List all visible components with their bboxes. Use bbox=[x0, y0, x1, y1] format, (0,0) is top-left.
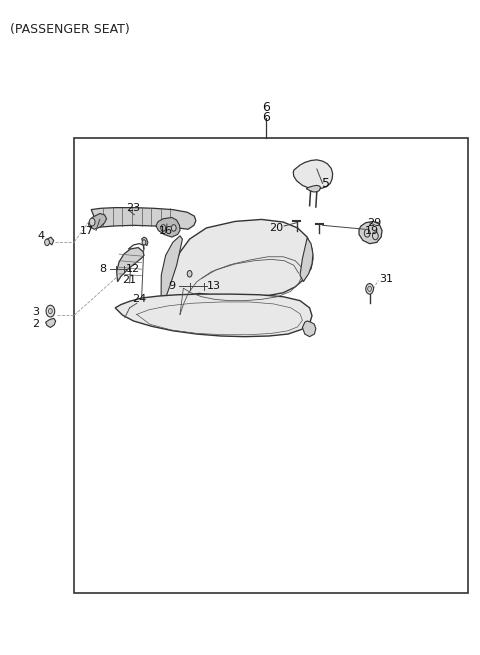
Text: 29: 29 bbox=[367, 217, 382, 228]
Circle shape bbox=[364, 229, 370, 237]
Text: 19: 19 bbox=[365, 225, 379, 236]
Text: 6: 6 bbox=[263, 101, 270, 114]
Text: 6: 6 bbox=[263, 111, 270, 124]
Polygon shape bbox=[161, 236, 182, 328]
Circle shape bbox=[48, 309, 52, 314]
Circle shape bbox=[171, 225, 176, 231]
Circle shape bbox=[142, 240, 146, 245]
Circle shape bbox=[161, 225, 166, 231]
Text: (PASSENGER SEAT): (PASSENGER SEAT) bbox=[10, 23, 129, 36]
Text: 17: 17 bbox=[80, 225, 94, 236]
Text: 20: 20 bbox=[269, 223, 283, 233]
Polygon shape bbox=[46, 237, 54, 245]
Polygon shape bbox=[293, 160, 333, 189]
Text: 31: 31 bbox=[379, 274, 393, 284]
Text: 24: 24 bbox=[132, 294, 146, 305]
Polygon shape bbox=[156, 217, 180, 237]
Polygon shape bbox=[302, 321, 316, 337]
Text: 9: 9 bbox=[168, 281, 175, 291]
Text: 5: 5 bbox=[322, 177, 330, 190]
Circle shape bbox=[89, 218, 95, 226]
Text: 16: 16 bbox=[158, 225, 173, 236]
Text: 8: 8 bbox=[99, 263, 107, 274]
Text: 13: 13 bbox=[206, 281, 220, 291]
Polygon shape bbox=[91, 208, 196, 229]
Circle shape bbox=[187, 271, 192, 277]
Polygon shape bbox=[161, 219, 313, 328]
Circle shape bbox=[366, 284, 373, 294]
Polygon shape bbox=[88, 214, 107, 229]
Text: 4: 4 bbox=[37, 231, 44, 241]
Circle shape bbox=[45, 239, 49, 246]
Polygon shape bbox=[300, 238, 313, 282]
Bar bbox=[74, 138, 468, 593]
Text: 2: 2 bbox=[32, 318, 39, 329]
Polygon shape bbox=[306, 185, 321, 192]
Circle shape bbox=[368, 286, 372, 291]
Text: 23: 23 bbox=[126, 203, 140, 214]
Polygon shape bbox=[142, 237, 148, 246]
Polygon shape bbox=[117, 248, 144, 282]
Text: 3: 3 bbox=[32, 307, 39, 318]
Circle shape bbox=[46, 305, 55, 317]
Text: 21: 21 bbox=[122, 275, 137, 286]
Polygon shape bbox=[46, 318, 56, 328]
Circle shape bbox=[372, 232, 378, 240]
Polygon shape bbox=[359, 221, 382, 244]
Text: 12: 12 bbox=[126, 263, 140, 274]
Polygon shape bbox=[115, 294, 312, 337]
